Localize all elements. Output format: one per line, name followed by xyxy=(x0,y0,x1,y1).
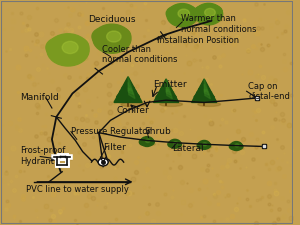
Circle shape xyxy=(168,141,176,147)
Circle shape xyxy=(205,8,215,17)
Polygon shape xyxy=(194,84,214,97)
Circle shape xyxy=(167,4,197,27)
Circle shape xyxy=(93,24,131,53)
Polygon shape xyxy=(204,89,208,92)
Polygon shape xyxy=(192,79,217,102)
Circle shape xyxy=(201,141,207,146)
Circle shape xyxy=(194,6,211,19)
Ellipse shape xyxy=(200,146,212,148)
Polygon shape xyxy=(199,89,210,92)
Circle shape xyxy=(140,139,148,145)
Ellipse shape xyxy=(142,143,155,146)
Polygon shape xyxy=(204,79,211,99)
Polygon shape xyxy=(128,77,135,99)
Text: Conifer: Conifer xyxy=(116,106,149,115)
Circle shape xyxy=(174,142,182,147)
Circle shape xyxy=(169,139,181,148)
Circle shape xyxy=(203,143,211,148)
Polygon shape xyxy=(156,84,176,97)
Polygon shape xyxy=(204,89,207,92)
Circle shape xyxy=(92,28,115,45)
Circle shape xyxy=(198,140,210,149)
Text: Pressure Regulator: Pressure Regulator xyxy=(71,127,151,136)
Circle shape xyxy=(62,41,78,54)
Text: Cap on
distal-end: Cap on distal-end xyxy=(248,81,290,101)
Polygon shape xyxy=(166,89,170,92)
Polygon shape xyxy=(160,89,172,92)
Ellipse shape xyxy=(171,145,182,147)
Circle shape xyxy=(146,139,150,143)
Circle shape xyxy=(98,158,108,166)
Text: Shrub: Shrub xyxy=(144,127,171,136)
Circle shape xyxy=(106,31,121,42)
Text: Lateral: Lateral xyxy=(172,144,204,153)
Ellipse shape xyxy=(204,18,222,22)
Circle shape xyxy=(200,4,215,16)
Text: Filter: Filter xyxy=(103,143,126,152)
Ellipse shape xyxy=(232,147,244,150)
Circle shape xyxy=(100,26,121,42)
Polygon shape xyxy=(158,89,174,92)
Circle shape xyxy=(230,142,242,151)
Polygon shape xyxy=(116,82,140,97)
Circle shape xyxy=(178,9,190,18)
Ellipse shape xyxy=(177,20,197,24)
Ellipse shape xyxy=(105,44,130,49)
Text: Deciduous: Deciduous xyxy=(88,15,136,24)
Text: Emitter: Emitter xyxy=(153,80,187,89)
Circle shape xyxy=(46,38,71,57)
Circle shape xyxy=(109,27,130,44)
Text: Frost-proof
Hydrant: Frost-proof Hydrant xyxy=(20,146,65,166)
Circle shape xyxy=(146,139,154,145)
Text: Manifold: Manifold xyxy=(20,93,58,102)
Circle shape xyxy=(236,144,243,149)
Circle shape xyxy=(173,142,178,145)
Ellipse shape xyxy=(160,102,182,106)
Polygon shape xyxy=(128,88,132,91)
Polygon shape xyxy=(119,88,137,92)
Text: Warmer than
normal conditions: Warmer than normal conditions xyxy=(181,14,256,34)
Circle shape xyxy=(141,137,154,146)
Circle shape xyxy=(230,144,237,149)
Polygon shape xyxy=(204,84,209,95)
Polygon shape xyxy=(154,79,179,102)
Circle shape xyxy=(64,37,89,56)
Circle shape xyxy=(235,144,239,147)
Circle shape xyxy=(194,3,223,25)
Ellipse shape xyxy=(198,102,220,106)
Polygon shape xyxy=(166,79,172,99)
Circle shape xyxy=(197,142,205,148)
Ellipse shape xyxy=(61,56,88,62)
Circle shape xyxy=(166,7,184,20)
Circle shape xyxy=(144,138,150,143)
Text: Cooler than
normal conditions: Cooler than normal conditions xyxy=(102,45,177,64)
Polygon shape xyxy=(114,77,142,102)
Text: Installation Position: Installation Position xyxy=(157,36,239,45)
Circle shape xyxy=(47,34,89,66)
Circle shape xyxy=(203,143,207,146)
Circle shape xyxy=(233,142,239,147)
Polygon shape xyxy=(122,88,134,92)
Circle shape xyxy=(179,6,197,20)
Circle shape xyxy=(172,5,189,18)
Polygon shape xyxy=(166,89,169,92)
Circle shape xyxy=(172,140,178,145)
Circle shape xyxy=(54,35,77,53)
Circle shape xyxy=(206,6,222,18)
Polygon shape xyxy=(166,84,171,95)
Ellipse shape xyxy=(121,102,146,107)
Polygon shape xyxy=(128,82,134,95)
Polygon shape xyxy=(196,89,212,92)
Polygon shape xyxy=(128,88,131,92)
Text: PVC line to water supply: PVC line to water supply xyxy=(26,185,128,194)
